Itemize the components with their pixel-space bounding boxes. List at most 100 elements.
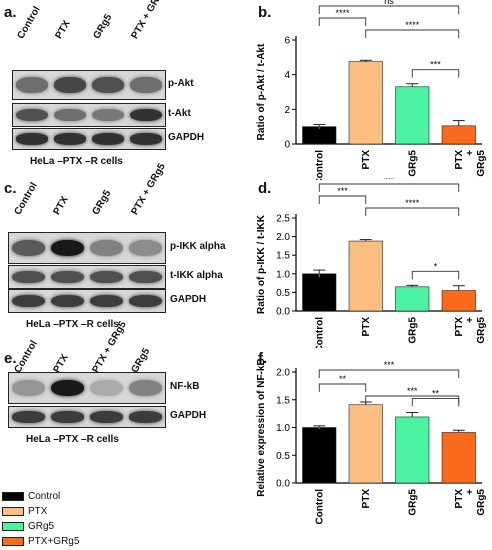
blot-band [12,270,45,284]
blot-strip [12,70,166,100]
legend: Control PTX GRg5 PTX+GRg5 [2,489,79,549]
x-tick-label-part: GRg5 [476,317,487,344]
blot-band [12,379,45,397]
blot-band [90,411,123,423]
lane-label: PTX + GRg5 [129,0,169,42]
blot-band [51,270,84,284]
blot-strip [8,289,166,313]
bar-chart-f: 0.0 0.5 1.0 1.5 2.0 Relative expression of NF… [256,358,487,525]
blot-caption: HeLa –PTX –R cells [26,434,119,445]
blot-row-label: GAPDH [170,410,207,421]
y-tick-label: 2.0 [276,368,290,379]
blot-band [129,379,162,397]
bar [348,61,383,145]
blot-row-label: p-IKK alpha [170,241,226,252]
panel-letter-c: c. [4,180,17,197]
blot-caption: HeLa –PTX –R cells [30,156,123,167]
lane-label: Control [15,4,44,41]
blot-band [51,379,84,397]
bar-chart-d: 0.0 0.5 1.0 1.5 2.0 2.5 Ratio of p-IKK / t-IKK… [256,178,487,348]
blot-band [129,411,162,423]
bar [348,240,383,312]
x-tick-label-plus: + [465,317,476,323]
significance-label: *** [407,386,418,396]
blot-band [51,294,84,308]
legend-swatch-grg5 [2,521,24,531]
significance-bracket [365,207,460,216]
blot-band [51,239,84,257]
panel-letter-e: e. [4,350,17,367]
legend-label-control: Control [28,490,61,502]
blot-band [92,77,124,93]
x-tick-label-part: GRg5 [476,489,487,516]
blot-band [90,294,123,308]
x-tick-label-part: GRg5 [476,150,487,177]
bar [395,86,430,145]
significance-label: ** [339,374,347,384]
x-tick-label: GRg5 [407,317,418,344]
blot-row-label: GAPDH [168,132,205,143]
legend-item-ptx: PTX [2,504,79,518]
x-tick-label: Control [314,317,325,348]
significance-bracket [318,195,367,204]
legend-label-grg5: GRg5 [28,520,55,532]
blot-band [54,133,86,145]
significance-label: *** [384,178,395,184]
y-tick-label: 2 [284,105,290,116]
lane-label: PTX [51,194,71,217]
blot-band [54,108,86,122]
legend-item-grg5: GRg5 [2,519,79,533]
blot-band [12,294,45,308]
x-tick-label-plus: + [465,150,476,156]
significance-bracket [318,369,460,378]
legend-label-ptx-grg5: PTX+GRg5 [28,535,80,547]
legend-label-ptx: PTX [28,505,48,517]
lane-label: GRg5 [91,12,115,42]
y-tick-label: 1.5 [276,251,290,262]
lane-label: GRg5 [90,188,113,217]
bar-chart-b: 0 2 4 6 Ratio of p-Akt / t-Akt Control PTX GRg5… [256,0,487,180]
lane-label: Control [12,180,40,217]
blot-strip [8,265,166,289]
western-blot-c: Control PTX GRg5 PTX + GRg5 p-IKK alpha t-IKK… [0,162,250,346]
y-tick-label: 1.5 [276,395,290,406]
legend-item-control: Control [2,489,79,503]
blot-row-label: GAPDH [170,294,207,305]
bar [348,404,383,484]
significance-bracket [411,398,460,407]
blot-caption: HeLa –PTX –R cells [26,319,119,330]
blot-strip [8,232,166,264]
significance-bracket [365,29,460,38]
x-tick-label: Control [314,150,325,180]
significance-bracket [318,183,460,192]
blot-strip [8,372,166,404]
bar [302,427,337,484]
blot-band [129,270,162,284]
significance-bracket [411,270,460,280]
y-tick-label: 0.5 [276,288,290,299]
panel-letter-b: b. [258,4,272,21]
y-axis-label: Relative expression of NF-kB [256,358,267,496]
bar [441,290,476,312]
significance-label: ** [432,389,440,399]
significance-bracket [411,69,460,78]
blot-strip [8,406,166,428]
blot-band [16,133,48,145]
significance-label: **** [405,198,420,208]
significance-bracket [318,17,367,26]
blot-row-label: p-Akt [168,78,194,89]
blot-band [12,239,45,257]
y-tick-label: 0 [284,140,290,151]
bar [302,126,337,145]
blot-band [51,411,84,423]
blot-strip [12,128,166,150]
panel-letter-f: f. [258,350,268,367]
blot-band [92,133,124,145]
western-blot-a: Control PTX GRg5 PTX + GRg5 p-Akt t-Akt GAPDH H… [0,0,250,175]
x-tick-label-plus: + [465,489,476,495]
blot-band [129,239,162,257]
x-tick-label: Control [314,489,325,525]
blot-band [12,411,45,423]
y-tick-label: 2.5 [276,214,290,225]
blot-band [130,108,162,122]
